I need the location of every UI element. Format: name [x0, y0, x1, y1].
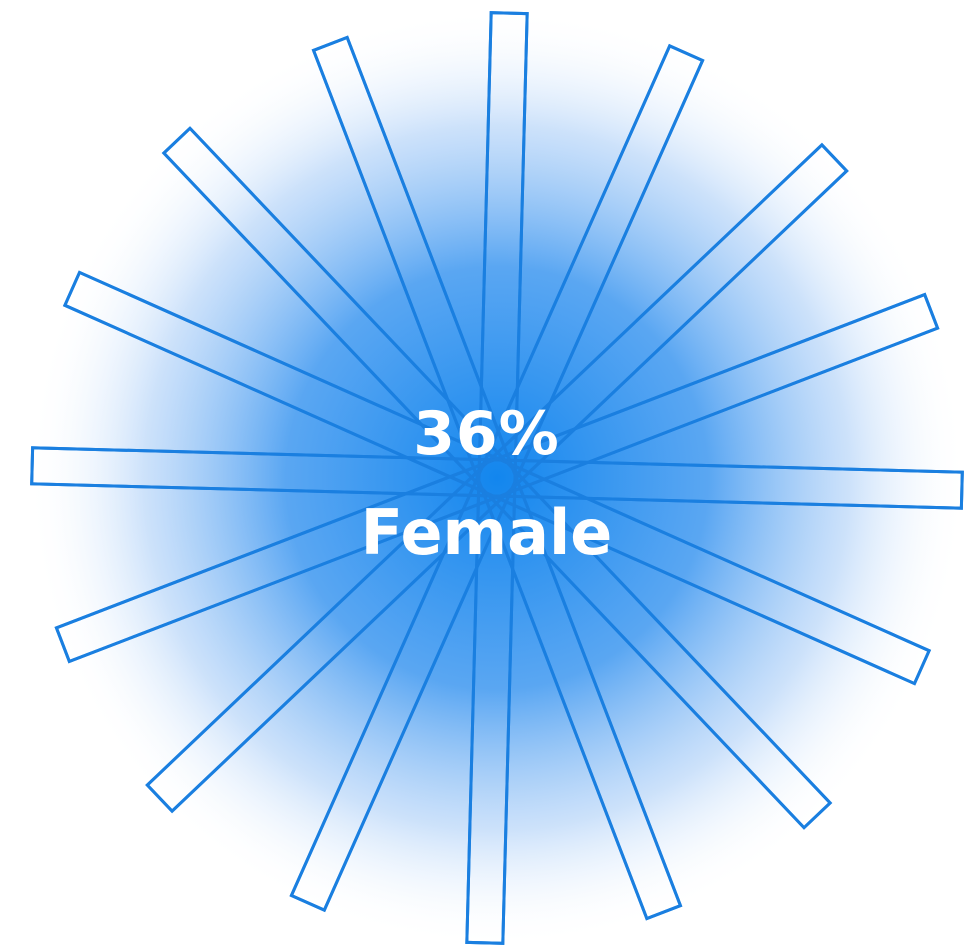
- category-label: Female: [360, 496, 613, 569]
- starburst-ray: [311, 35, 683, 921]
- starburst-rays: [30, 11, 964, 945]
- radial-glow: [27, 8, 967, 945]
- percentage-value: 36%: [413, 399, 560, 469]
